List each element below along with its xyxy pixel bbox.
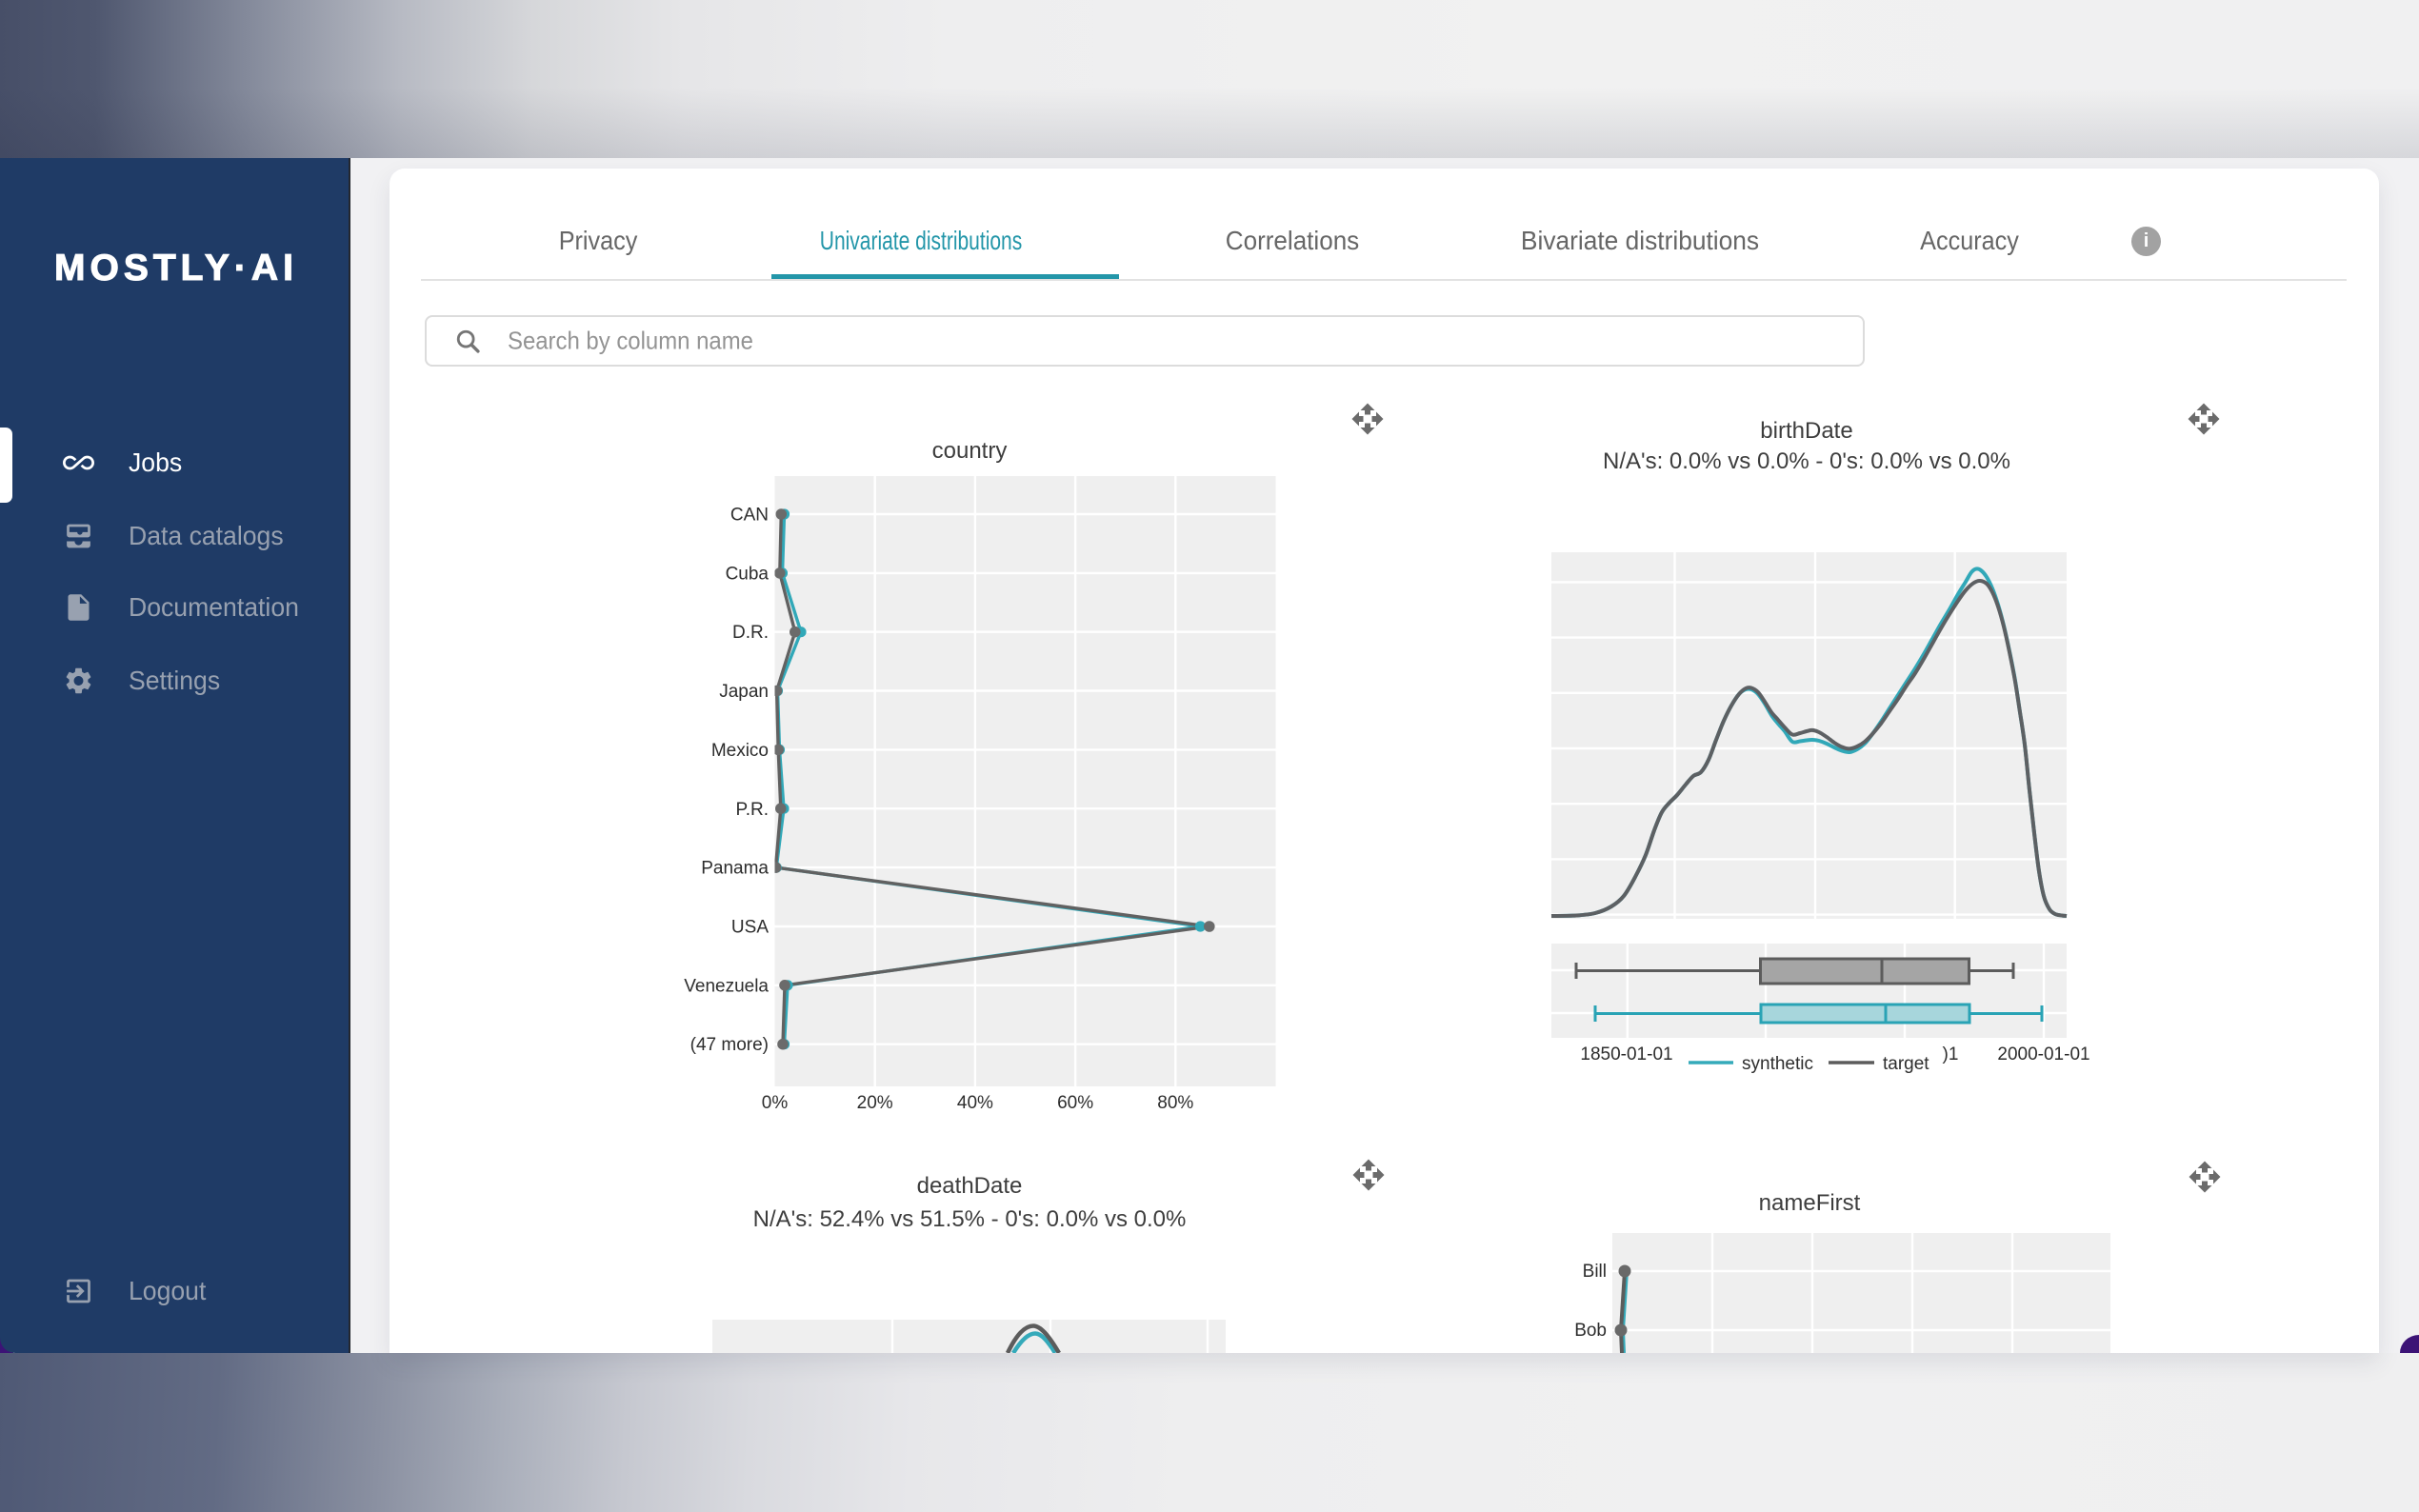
svg-text:60%: 60%: [1057, 1093, 1093, 1113]
svg-text:N/A's: 52.4% vs 51.5% - 0's: 0: N/A's: 52.4% vs 51.5% - 0's: 0.0% vs 0.0…: [753, 1206, 1187, 1232]
svg-text:D.R.: D.R.: [732, 623, 769, 643]
svg-text:CAN: CAN: [730, 506, 769, 526]
svg-text:deathDate: deathDate: [917, 1173, 1023, 1199]
svg-text:Mexico: Mexico: [711, 741, 769, 761]
svg-text:Bob: Bob: [1574, 1321, 1607, 1341]
svg-text:USA: USA: [731, 918, 769, 938]
svg-text:20%: 20%: [857, 1093, 893, 1113]
svg-text:N/A's: 0.0% vs 0.0% - 0's: 0.0: N/A's: 0.0% vs 0.0% - 0's: 0.0% vs 0.0%: [1603, 448, 2010, 474]
svg-text:0%: 0%: [762, 1093, 789, 1113]
svg-text:80%: 80%: [1157, 1093, 1193, 1113]
svg-text:Japan: Japan: [719, 682, 769, 702]
svg-text:country: country: [932, 438, 1008, 464]
svg-text:(47 more): (47 more): [690, 1035, 769, 1055]
svg-text:Cuba: Cuba: [726, 564, 770, 584]
svg-text:1850-01-01: 1850-01-01: [1580, 1044, 1672, 1064]
svg-text:target: target: [1883, 1054, 1929, 1074]
svg-text:40%: 40%: [957, 1093, 993, 1113]
svg-text:Panama: Panama: [701, 859, 769, 879]
svg-text:synthetic: synthetic: [1742, 1054, 1813, 1074]
svg-text:birthDate: birthDate: [1760, 418, 1852, 444]
svg-text:nameFirst: nameFirst: [1759, 1190, 1861, 1216]
svg-text:Venezuela: Venezuela: [684, 976, 769, 996]
svg-text:P.R.: P.R.: [735, 800, 769, 820]
svg-text:2000-01-01: 2000-01-01: [1997, 1044, 2089, 1064]
svg-text:Bill: Bill: [1583, 1262, 1607, 1282]
svg-text:)1: )1: [1943, 1044, 1959, 1064]
